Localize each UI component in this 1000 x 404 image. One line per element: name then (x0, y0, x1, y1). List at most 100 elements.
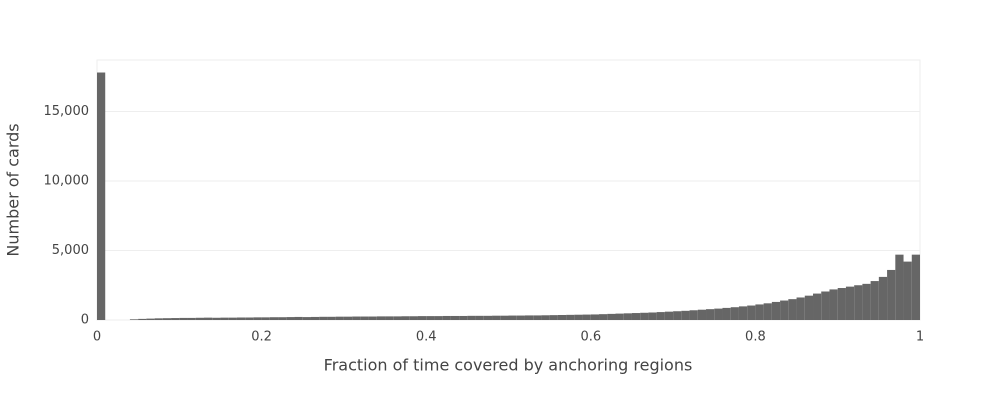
bar (385, 316, 394, 320)
x-axis-title: Fraction of time covered by anchoring re… (324, 356, 693, 375)
bar (319, 316, 328, 320)
bar (722, 307, 731, 320)
bar (171, 318, 180, 320)
bar (417, 316, 427, 320)
bar (557, 314, 567, 320)
bar (582, 314, 591, 320)
y-tick-label: 10,000 (44, 173, 90, 188)
bar (648, 312, 657, 320)
bar (524, 315, 534, 320)
bar (286, 317, 295, 320)
bar (747, 305, 756, 320)
bar (623, 313, 632, 320)
bar (261, 317, 270, 320)
bar (689, 310, 698, 320)
bar (615, 313, 624, 320)
bar (376, 316, 386, 320)
bar (195, 317, 204, 320)
bar (887, 269, 896, 320)
bar (343, 316, 353, 320)
bar (533, 315, 542, 320)
bar (483, 315, 493, 320)
x-tick-label: 0.6 (580, 330, 601, 345)
bar (706, 309, 715, 320)
bar (697, 309, 707, 320)
bar (631, 313, 641, 320)
bar (442, 315, 451, 320)
bar (903, 261, 912, 320)
bar (327, 316, 336, 320)
x-tick-label: 0.4 (416, 330, 437, 345)
bar (450, 315, 460, 320)
bar (393, 316, 402, 320)
bar (813, 293, 822, 320)
bar (837, 288, 846, 320)
y-tick-label: 5,000 (52, 243, 89, 258)
bar (771, 301, 781, 320)
bar (566, 314, 575, 320)
bar (664, 311, 674, 320)
y-tick-label: 15,000 (44, 104, 90, 119)
bar (459, 315, 468, 320)
bar (203, 317, 213, 320)
x-tick-label: 0 (93, 330, 101, 345)
bar (335, 316, 344, 320)
bar (368, 316, 377, 320)
bar (492, 315, 501, 320)
bar (187, 317, 196, 320)
bar (245, 317, 254, 320)
bar (681, 310, 690, 320)
y-tick-label: 0 (81, 313, 89, 328)
bar (434, 316, 443, 320)
x-tick-label: 0.2 (251, 330, 272, 345)
bar (154, 318, 163, 320)
bar (508, 315, 517, 320)
bar (755, 304, 764, 320)
bar (278, 317, 287, 320)
bar (895, 254, 904, 320)
bar (236, 317, 246, 320)
bar (549, 315, 558, 320)
bar (302, 317, 311, 320)
bar (228, 317, 237, 320)
bar (590, 314, 600, 320)
bar (475, 315, 484, 320)
bar (360, 316, 369, 320)
bar (714, 308, 723, 320)
bar (129, 319, 139, 320)
bar (212, 317, 221, 320)
bar (500, 315, 509, 320)
x-tick-label: 1 (916, 330, 924, 345)
bar (788, 299, 797, 320)
bar (352, 316, 361, 320)
bar (409, 316, 418, 320)
bar (179, 317, 188, 320)
bar (640, 312, 649, 320)
bar (862, 283, 871, 320)
bar (426, 316, 435, 320)
bar (574, 314, 583, 320)
bar (541, 315, 550, 320)
bar (656, 312, 665, 320)
bar (607, 313, 616, 320)
bar (911, 254, 920, 320)
bar (780, 300, 789, 320)
bar (738, 306, 748, 320)
bar (796, 297, 805, 320)
bar (401, 316, 410, 320)
bar (162, 318, 172, 320)
bar (829, 289, 838, 320)
plot-frame (96, 59, 921, 321)
bar (870, 281, 879, 320)
bar (730, 307, 739, 320)
bar (310, 316, 320, 320)
bar (763, 303, 772, 320)
bar (845, 286, 855, 320)
y-axis-title: Number of cards (4, 123, 23, 256)
x-tick-label: 0.8 (745, 330, 766, 345)
bar (97, 72, 106, 320)
bar (599, 314, 608, 320)
bar (804, 295, 814, 320)
bar (220, 317, 229, 320)
